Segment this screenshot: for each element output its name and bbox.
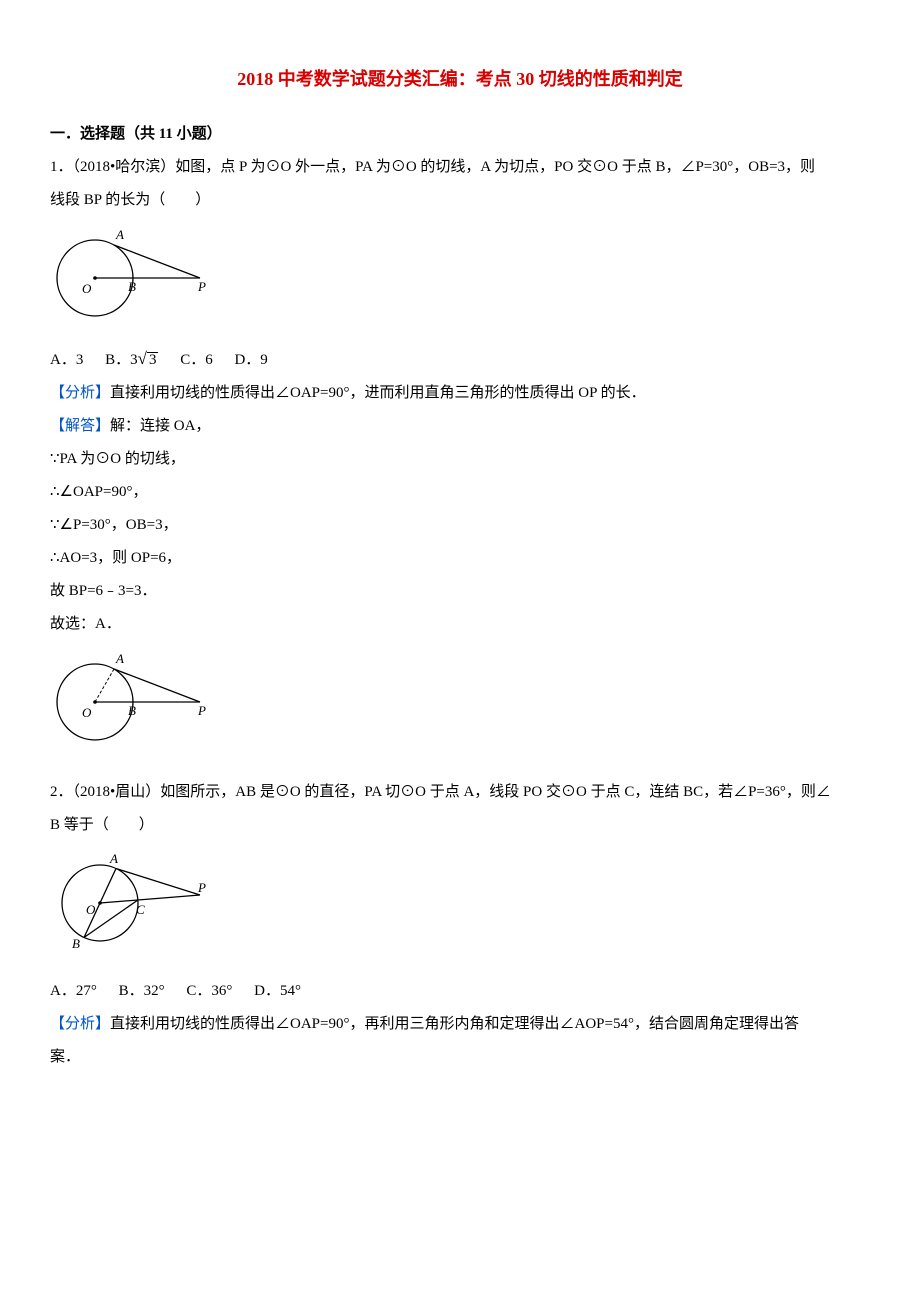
q2-option-b: B．32°	[119, 983, 165, 999]
q2-option-d: D．54°	[254, 983, 301, 999]
analysis-label: 【分析】	[50, 385, 110, 401]
q1-label-B: B	[128, 279, 136, 294]
q2-label-P: P	[197, 880, 206, 895]
q1-solution-line2: ∵PA 为⊙O 的切线，	[50, 443, 870, 476]
q2-stem-line2: B 等于（ ）	[50, 809, 870, 842]
q2-options: A．27° B．32° C．36° D．54°	[50, 975, 870, 1008]
q1-option-d: D．9	[234, 352, 267, 368]
q1-solution-line3: ∴∠OAP=90°，	[50, 476, 870, 509]
q1-stem-line1: 1．（2018•哈尔滨）如图，点 P 为⊙O 外一点，PA 为⊙O 的切线，A …	[50, 151, 870, 184]
q1-diagram: A O B P	[50, 223, 870, 336]
q2-stem-line1: 2．（2018•眉山）如图所示，AB 是⊙O 的直径，PA 切⊙O 于点 A，线…	[50, 776, 870, 809]
svg-text:O: O	[82, 705, 92, 720]
q2-diagram: A O C B P	[50, 848, 870, 971]
q2-label-C: C	[136, 902, 145, 917]
svg-text:P: P	[197, 703, 206, 718]
q1-analysis-text: 直接利用切线的性质得出∠OAP=90°，进而利用直角三角形的性质得出 OP 的长…	[110, 385, 646, 401]
q1-solution-line5: ∴AO=3，则 OP=6，	[50, 542, 870, 575]
q2-analysis-line1: 【分析】直接利用切线的性质得出∠OAP=90°，再利用三角形内角和定理得出∠AO…	[50, 1008, 870, 1041]
q2-label-A: A	[109, 851, 118, 866]
q1-option-a: A．3	[50, 352, 83, 368]
q1-solution-diagram: A O B P	[50, 647, 870, 760]
analysis-label: 【分析】	[50, 1016, 110, 1032]
solution-label: 【解答】	[50, 418, 110, 434]
q1-label-P: P	[197, 279, 206, 294]
q2-label-B: B	[72, 936, 80, 951]
q1-option-b-prefix: B．3	[105, 352, 138, 368]
q1-label-O: O	[82, 281, 92, 296]
q2-option-c: C．36°	[186, 983, 232, 999]
q2-label-O: O	[86, 902, 96, 917]
q1-option-c: C．6	[180, 352, 213, 368]
q1-solution-line4: ∵∠P=30°，OB=3，	[50, 509, 870, 542]
q1-analysis: 【分析】直接利用切线的性质得出∠OAP=90°，进而利用直角三角形的性质得出 O…	[50, 377, 870, 410]
section-heading: 一．选择题（共 11 小题）	[50, 118, 870, 151]
q2-option-a: A．27°	[50, 983, 97, 999]
svg-text:A: A	[115, 651, 124, 666]
q1-stem-line2: 线段 BP 的长为（ ）	[50, 184, 870, 217]
q2-analysis-line2: 案．	[50, 1041, 870, 1074]
q1-options: A．3 B．3√3 C．6 D．9	[50, 340, 870, 377]
q1-solution-line1: 【解答】解：连接 OA，	[50, 410, 870, 443]
page-title: 2018 中考数学试题分类汇编：考点 30 切线的性质和判定	[50, 60, 870, 100]
q1-label-A: A	[115, 227, 124, 242]
q1-solution-line6: 故 BP=6﹣3=3．	[50, 575, 870, 608]
q1-solution-line7: 故选：A．	[50, 608, 870, 641]
svg-text:B: B	[128, 703, 136, 718]
q1-option-b-radicand: 3	[147, 352, 159, 368]
